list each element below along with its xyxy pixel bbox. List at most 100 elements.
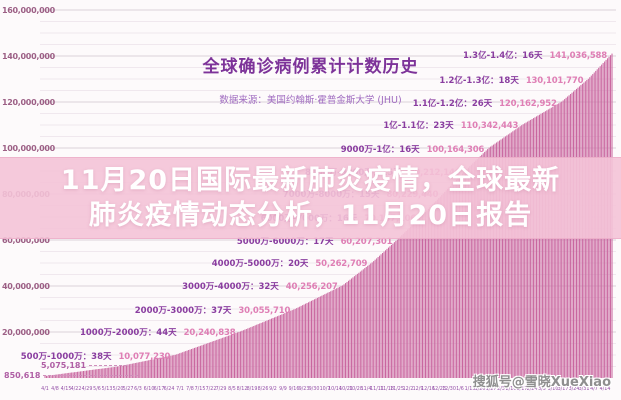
milestone-value: 40,256,207 — [285, 282, 338, 293]
milestone-range: 3000万-4000万：32天 — [182, 282, 279, 293]
milestone-annotation: 1.2亿-1.3亿：18天 130,101,770 — [439, 74, 583, 86]
milestone-range: 9000万-1亿：16天 — [340, 144, 420, 155]
y-tick-label: 120,000,000 — [2, 98, 55, 107]
x-tick-label: 1/13 — [464, 386, 476, 392]
chart-title: 全球确诊病例累计计数历史 — [202, 57, 419, 77]
x-tick-label: 12/16 — [421, 386, 436, 392]
x-tick-label: 5/20 — [112, 386, 123, 392]
start-value-label: 5,075,181 — [41, 361, 128, 370]
milestone-annotation: 5000万-6000万：17天 60,207,301 — [236, 235, 393, 247]
x-tick-label: 10/21 — [338, 386, 353, 392]
x-tick-label: 10/7 — [319, 386, 331, 392]
x-tick-label: 9/23 — [298, 386, 310, 392]
headline-banner: 11月20日国际最新肺炎疫情，全球最新 肺炎疫情动态分析，11月20日报告 — [0, 157, 621, 239]
x-tick-label: 5/27 — [122, 386, 134, 392]
x-tick-label: 2/3 — [497, 386, 505, 392]
milestone-value: 10,077,230 — [118, 351, 171, 362]
milestone-annotation: 1.3亿-1.4亿：16天 141,036,588 — [463, 49, 607, 61]
x-tick-label: 7/8 — [186, 386, 194, 392]
milestone-range: 1.2亿-1.3亿：18天 — [439, 75, 519, 86]
x-tick-label: 11/4 — [360, 386, 372, 392]
x-tick-label: 7/15 — [195, 386, 206, 392]
watermark: 搜狐号@雪晓XueXiao — [472, 375, 611, 390]
leader-line — [89, 365, 128, 367]
milestone-value: 130,101,770 — [525, 75, 584, 86]
milestone-value: 110,342,443 — [460, 121, 519, 132]
x-tick-label: 11/25 — [390, 386, 405, 392]
milestone-annotation: 1000万-2000万：44天 20,240,838 — [79, 326, 236, 339]
milestone-value: 141,036,588 — [549, 50, 608, 61]
x-tick-label: 3/3 — [538, 386, 547, 392]
x-tick-label: 1/20 — [474, 386, 486, 392]
x-tick-label: 2/10 — [505, 386, 517, 392]
milestone-range: 1000万-2000万：44天 — [79, 328, 177, 339]
x-tick-label: 8/26 — [257, 386, 268, 392]
x-tick-label: 9/16 — [288, 386, 300, 392]
milestone-value: 30,055,710 — [238, 305, 291, 316]
x-tick-label: 4/7 — [590, 386, 599, 392]
milestone-range: 500万-1000万：38天 — [20, 351, 112, 362]
x-tick-label: 4/22 — [70, 386, 82, 392]
milestone-annotation: 3000万-4000万：32天 40,256,207 — [182, 280, 338, 293]
y-tick-label: 60,000,000 — [2, 236, 50, 245]
milestone-range: 5000万-6000万：17天 — [236, 236, 334, 247]
x-tick-label: 5/6 — [92, 386, 101, 392]
x-tick-label: 4/14 — [599, 386, 610, 392]
y-tick-label: 160,000,000 — [2, 6, 55, 15]
milestone-range: 4000万-5000万：20天 — [211, 259, 309, 270]
milestone-value: 20,240,838 — [183, 328, 236, 339]
milestone-range: 1亿-1.1亿：23天 — [383, 121, 454, 132]
x-tick-label: 7/29 — [215, 386, 227, 392]
milestone-annotation: 1.1亿-1.2亿：26天 120,162,952 — [413, 97, 557, 109]
x-tick-label: 4/29 — [81, 386, 92, 392]
milestone-value: 60,207,301 — [340, 236, 393, 247]
x-tick-label: 11/11 — [369, 386, 384, 392]
milestone-annotation: 9000万-1亿：16天 100,164,306 — [340, 143, 485, 155]
milestone-range: 1.3亿-1.4亿：16天 — [463, 50, 543, 61]
headline-line-2: 肺炎疫情动态分析，11月20日报告 — [88, 200, 533, 231]
x-tick-label: 3/17 — [557, 386, 569, 392]
x-tick-label: 9/2 — [269, 386, 277, 392]
milestone-annotation: 4000万-5000万：20天 50,262,709 — [211, 257, 368, 270]
milestone-annotation: 2000万-3000万：37天 30,055,710 — [135, 304, 291, 316]
x-tick-label: 9/9 — [279, 386, 288, 392]
chart-subtitle: 数据来源：美国约翰斯·霍普金斯大学 (JHU) — [219, 95, 402, 106]
y-tick-label: 140,000,000 — [2, 52, 55, 61]
milestone-value: 50,262,709 — [315, 259, 368, 270]
x-tick-label: 2/17 — [516, 386, 528, 392]
x-tick-label: 10/14 — [328, 386, 343, 392]
x-tick-label: 12/30 — [442, 386, 457, 392]
x-tick-label: 9/30 — [309, 386, 320, 392]
x-tick-label: 8/5 — [227, 386, 236, 392]
x-tick-label: 7/22 — [205, 386, 217, 392]
y-tick-label: 20,000,000 — [2, 328, 50, 337]
x-tick-label: 7/1 — [175, 386, 184, 392]
x-tick-label: 4/1 — [41, 386, 49, 392]
headline-line-1: 11月20日国际最新肺炎疫情，全球最新 — [60, 165, 561, 196]
x-tick-label: 5/13 — [101, 386, 113, 392]
x-tick-label: 6/3 — [134, 386, 143, 392]
x-tick-label: 10/28 — [348, 386, 363, 392]
leader-line — [43, 375, 139, 377]
milestone-value: 120,162,952 — [499, 98, 557, 109]
x-tick-label: 6/24 — [164, 386, 175, 392]
milestone-value: 100,164,306 — [426, 144, 485, 155]
x-tick-label: 6/10 — [143, 386, 154, 392]
x-tick-label: 3/10 — [547, 386, 559, 392]
x-tick-label: 8/12 — [236, 386, 248, 392]
x-tick-label: 12/23 — [431, 386, 446, 392]
x-tick-label: 3/24 — [568, 386, 579, 392]
x-tick-label: 6/17 — [153, 386, 165, 392]
x-tick-label: 2/24 — [526, 386, 538, 392]
x-tick-label: 1/27 — [485, 386, 496, 392]
y-tick-label: 100,000,000 — [2, 144, 55, 153]
start-value-label: 850,618 — [4, 371, 139, 380]
milestone-annotation: 1亿-1.1亿：23天 110,342,443 — [383, 119, 518, 131]
x-tick-label: 1/6 — [455, 386, 464, 392]
x-tick-label: 12/9 — [412, 386, 424, 392]
x-tick-label: 4/15 — [60, 386, 72, 392]
x-tick-label: 11/18 — [380, 386, 394, 392]
milestone-annotation: 500万-1000万：38天 10,077,230 — [21, 350, 171, 362]
y-tick-label: 40,000,000 — [2, 282, 50, 291]
